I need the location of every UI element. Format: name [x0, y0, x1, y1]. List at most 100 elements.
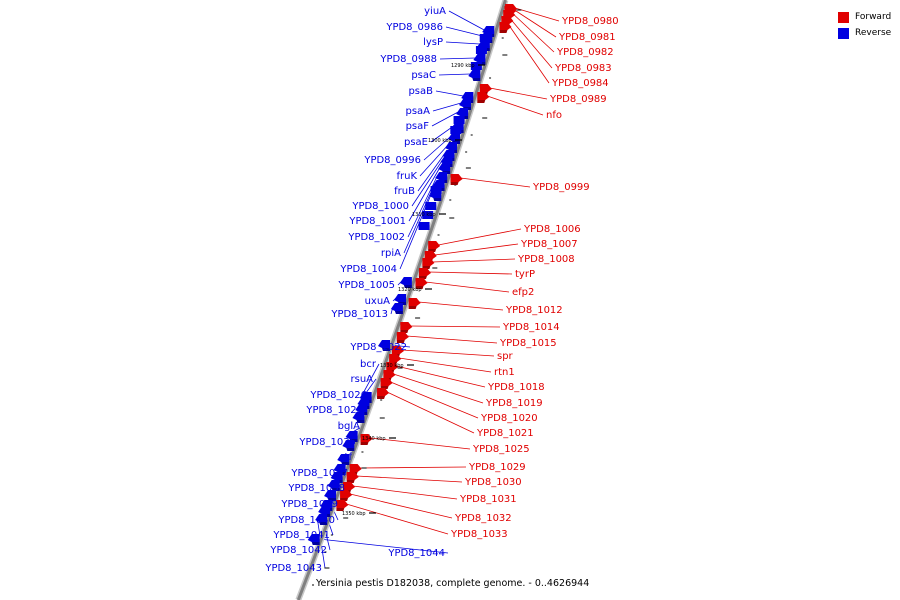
leader-line: [408, 166, 441, 222]
leader-line: [432, 102, 462, 112]
gene-label[interactable]: YPD8_1008: [517, 254, 575, 265]
gene-label[interactable]: YPD8_1029: [468, 462, 526, 473]
gene-feature: [336, 500, 349, 511]
leader-line: [434, 243, 519, 256]
gene-label[interactable]: YPD8_1002: [347, 232, 405, 243]
gene-label[interactable]: YPD8_1031: [459, 494, 517, 505]
leader-line: [487, 95, 544, 116]
gene-label[interactable]: YPD8_1014: [502, 322, 560, 333]
gene-label[interactable]: psaA: [405, 106, 430, 117]
gene-labels: yiuA YPD8_0986 lysP YPD8_0988 psaC psaB psaA ps…: [264, 6, 618, 574]
leader-line: [411, 159, 443, 207]
gene-label[interactable]: bglA: [338, 421, 360, 432]
leader-line: [406, 335, 498, 344]
gene-label[interactable]: YPD8_1021: [476, 428, 534, 439]
gene-label[interactable]: YPD8_1005: [337, 280, 395, 291]
gene-label[interactable]: YPD8_0980: [561, 16, 619, 27]
gene-label[interactable]: psaB: [408, 86, 433, 97]
tick-label: 1350 kbp: [342, 511, 366, 517]
gene-label[interactable]: YPD8_0984: [551, 78, 609, 89]
gene-feature: [378, 340, 391, 351]
gene-label[interactable]: YPD8_1019: [485, 398, 543, 409]
gene-label[interactable]: lysP: [423, 37, 443, 48]
gene-label[interactable]: YPD8_1033: [450, 529, 508, 540]
gene-label[interactable]: YPD8_1042: [269, 545, 327, 556]
gene-label[interactable]: YPD8_1007: [520, 239, 578, 250]
gene-label[interactable]: fruK: [396, 171, 417, 182]
gene-label[interactable]: YPD8_1026: [309, 390, 367, 401]
gene-label[interactable]: psaF: [406, 121, 430, 132]
legend-item-forward: Forward: [838, 9, 891, 25]
tick-label: 1340 kbp: [362, 436, 386, 442]
gene-feature: [415, 278, 428, 289]
leader-line: [431, 111, 459, 127]
gene-label[interactable]: YPD8_1044: [387, 548, 445, 559]
gene-label[interactable]: spr: [497, 351, 514, 362]
gene-label[interactable]: YPD8_0983: [554, 63, 612, 74]
gene-label[interactable]: YPD8_1030: [464, 477, 522, 488]
gene-label[interactable]: YPD8_1041: [272, 530, 330, 541]
gene-label[interactable]: YPD8_1022: [349, 342, 407, 353]
gene-label[interactable]: stf: [339, 452, 352, 463]
gene-label[interactable]: psaC: [411, 70, 436, 81]
gene-label[interactable]: YPD8_1018: [487, 382, 545, 393]
gene-label[interactable]: YPD8_1038: [287, 483, 345, 494]
gene-label[interactable]: YPD8_1020: [480, 413, 538, 424]
leader-line: [439, 57, 476, 60]
gene-label[interactable]: YPD8_1032: [454, 513, 512, 524]
gene-label[interactable]: YPD8_0989: [549, 94, 607, 105]
gene-label[interactable]: tyrP: [515, 269, 535, 280]
gene-label[interactable]: YPD8_1035: [298, 437, 356, 448]
gene-label[interactable]: YPD8_0988: [379, 54, 437, 65]
gene-label[interactable]: YPD8_1012: [505, 305, 563, 316]
gene-label[interactable]: rpiA: [381, 248, 401, 259]
gene-label[interactable]: rtn1: [494, 367, 515, 378]
gene-label[interactable]: YPD8_0999: [532, 182, 590, 193]
leader-line: [428, 271, 513, 275]
reverse-swatch: [838, 27, 849, 39]
gene-feature: [475, 46, 487, 54]
gene-feature: [377, 388, 390, 399]
gene-feature: [422, 211, 434, 219]
leader-line: [418, 301, 504, 311]
leader-line: [448, 10, 485, 31]
legend-label-reverse: Reverse: [855, 28, 892, 38]
leader-line: [512, 13, 555, 53]
gene-label[interactable]: YPD8_1015: [499, 338, 557, 349]
gene-label[interactable]: fruB: [394, 186, 415, 197]
gene-label[interactable]: YPD8_1000: [351, 201, 409, 212]
gene-feature: [400, 322, 413, 333]
gene-label[interactable]: uxuA: [365, 296, 391, 307]
gene-label[interactable]: YPD8_0986: [385, 22, 443, 33]
gene-label[interactable]: YPD8_1025: [472, 444, 530, 455]
gene-label[interactable]: psaE: [404, 137, 428, 148]
gene-label[interactable]: YPD8_1004: [339, 264, 397, 275]
gene-feature: [390, 303, 403, 314]
gene-feature: [450, 126, 462, 134]
gene-label[interactable]: YPD8_1039: [280, 499, 338, 510]
gene-label[interactable]: nfo: [546, 110, 562, 121]
gene-label[interactable]: YPD8_1043: [264, 563, 322, 574]
leader-line: [361, 363, 380, 397]
gene-label[interactable]: YPD8_1001: [348, 216, 406, 227]
gene-feature: [418, 222, 430, 230]
gene-label[interactable]: YPD8_1006: [523, 224, 581, 235]
gene-label[interactable]: YPD8_0981: [558, 32, 616, 43]
gene-label[interactable]: rsuA: [351, 374, 374, 385]
gene-label[interactable]: YPD8_0996: [363, 155, 421, 166]
gene-label[interactable]: YPD8_1037: [290, 468, 348, 479]
legend: Forward Reverse: [838, 9, 891, 41]
gene-label[interactable]: yiuA: [424, 6, 446, 17]
leader-line: [356, 475, 463, 483]
leader-line: [425, 281, 510, 293]
gene-label[interactable]: YPD8_1013: [330, 309, 388, 320]
gene-feature: [479, 34, 491, 42]
gene-label[interactable]: efp2: [512, 287, 534, 298]
gene-label[interactable]: bcr: [360, 359, 377, 370]
gene-label[interactable]: YPD8_0982: [556, 47, 614, 58]
gene-label[interactable]: YPD8_1040: [277, 515, 335, 526]
leader-line: [438, 228, 522, 246]
gene-label[interactable]: YPD8_1028: [305, 405, 363, 416]
gene-feature: [408, 298, 421, 309]
